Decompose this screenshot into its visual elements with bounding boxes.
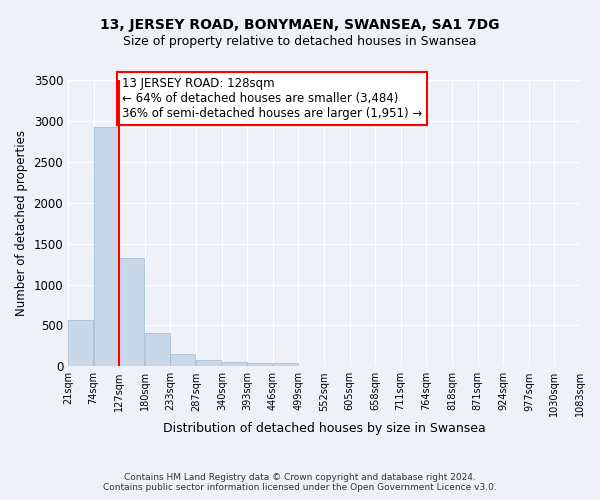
- Bar: [273, 363, 298, 366]
- X-axis label: Distribution of detached houses by size in Swansea: Distribution of detached houses by size …: [163, 422, 485, 435]
- Bar: [196, 360, 221, 366]
- Bar: [145, 333, 170, 366]
- Bar: [94, 128, 119, 366]
- Text: Contains HM Land Registry data © Crown copyright and database right 2024.
Contai: Contains HM Land Registry data © Crown c…: [103, 472, 497, 492]
- Bar: [247, 362, 272, 366]
- Bar: [170, 354, 196, 366]
- Y-axis label: Number of detached properties: Number of detached properties: [15, 130, 28, 316]
- Text: 13 JERSEY ROAD: 128sqm
← 64% of detached houses are smaller (3,484)
36% of semi-: 13 JERSEY ROAD: 128sqm ← 64% of detached…: [122, 77, 422, 120]
- Text: 13, JERSEY ROAD, BONYMAEN, SWANSEA, SA1 7DG: 13, JERSEY ROAD, BONYMAEN, SWANSEA, SA1 …: [100, 18, 500, 32]
- Text: Size of property relative to detached houses in Swansea: Size of property relative to detached ho…: [123, 35, 477, 48]
- Bar: [222, 362, 247, 366]
- Bar: [68, 320, 93, 366]
- Bar: [119, 258, 144, 366]
